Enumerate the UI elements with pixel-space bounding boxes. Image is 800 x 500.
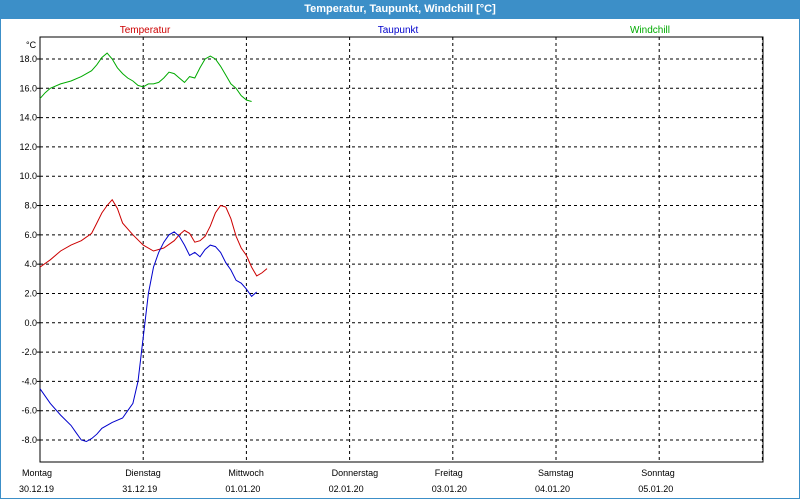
y-axis-unit-label: °C xyxy=(26,40,37,50)
y-tick-label: 0.0 xyxy=(24,318,37,328)
x-tick-day-label: Donnerstag xyxy=(332,468,379,478)
series-line-windchill xyxy=(39,52,252,102)
x-tick-date-label: 03.01.20 xyxy=(432,484,467,494)
y-tick-label: -8.0 xyxy=(21,435,37,445)
y-tick-label: 14.0 xyxy=(19,113,37,123)
x-tick-day-label: Sonntag xyxy=(641,468,675,478)
y-tick-label: 2.0 xyxy=(24,288,37,298)
chart-title: Temperatur, Taupunkt, Windchill [°C] xyxy=(0,0,800,19)
x-tick-date-label: 05.01.20 xyxy=(638,484,673,494)
y-tick-label: -2.0 xyxy=(21,347,37,357)
x-tick-date-label: 30.12.19 xyxy=(19,484,54,494)
y-tick-label: 8.0 xyxy=(24,201,37,211)
y-tick-label: -6.0 xyxy=(21,406,37,416)
x-tick-day-label: Dienstag xyxy=(125,468,161,478)
y-tick-label: -4.0 xyxy=(21,376,37,386)
legend-entry-temperatur: Temperatur xyxy=(120,25,171,36)
y-tick-label: 12.0 xyxy=(19,142,37,152)
x-tick-day-label: Mittwoch xyxy=(228,468,264,478)
y-tick-label: 4.0 xyxy=(24,259,37,269)
plot-area-border xyxy=(39,36,764,463)
x-tick-date-label: 02.01.20 xyxy=(329,484,364,494)
x-tick-date-label: 31.12.19 xyxy=(122,484,157,494)
x-tick-day-label: Montag xyxy=(22,468,52,478)
y-tick-label: 18.0 xyxy=(19,54,37,64)
y-tick-label: 16.0 xyxy=(19,83,37,93)
y-tick-label: 6.0 xyxy=(24,230,37,240)
legend-entry-taupunkt: Taupunkt xyxy=(378,25,419,36)
y-tick-label: 10.0 xyxy=(19,171,37,181)
series-line-temperatur xyxy=(39,198,268,277)
legend-entry-windchill: Windchill xyxy=(630,25,670,36)
series-line-taupunkt xyxy=(39,231,258,443)
x-tick-date-label: 04.01.20 xyxy=(535,484,570,494)
x-tick-day-label: Samstag xyxy=(538,468,574,478)
x-tick-day-label: Freitag xyxy=(435,468,463,478)
x-tick-date-label: 01.01.20 xyxy=(225,484,260,494)
